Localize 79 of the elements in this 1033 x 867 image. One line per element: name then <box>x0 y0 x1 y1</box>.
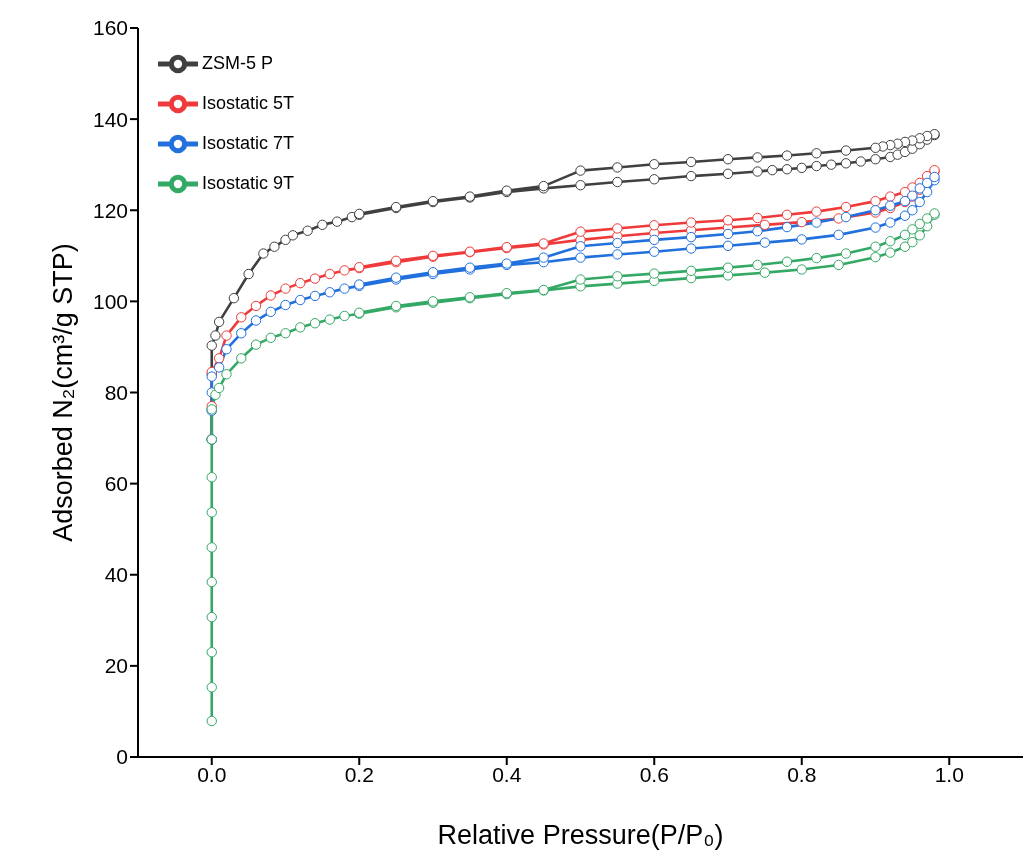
point <box>796 234 807 245</box>
point <box>612 237 623 249</box>
point <box>649 234 660 246</box>
point <box>324 268 335 280</box>
point <box>811 206 822 217</box>
point <box>752 226 763 237</box>
point <box>612 249 623 260</box>
y-axis-title: Adsorbed N₂(cm³/g STP) <box>47 243 78 542</box>
y-tick-label: 40 <box>104 563 128 587</box>
point <box>759 237 771 248</box>
point <box>870 195 881 207</box>
point <box>575 226 586 237</box>
legend-label: Isostatic 5T <box>202 92 295 113</box>
point <box>354 262 365 273</box>
point <box>309 290 321 302</box>
legend-label: Isostatic 7T <box>202 132 295 153</box>
point <box>250 315 262 326</box>
point <box>538 252 549 263</box>
point <box>885 217 896 228</box>
point <box>907 205 918 216</box>
point <box>796 216 807 228</box>
point <box>840 201 852 213</box>
point <box>339 265 350 276</box>
point <box>870 222 881 233</box>
y-tick-label: 80 <box>104 380 128 404</box>
point <box>250 300 262 312</box>
point <box>324 287 335 298</box>
point <box>221 344 232 355</box>
point <box>811 217 822 228</box>
point <box>781 221 793 233</box>
point <box>575 252 586 263</box>
point <box>265 306 276 318</box>
y-tick-label: 20 <box>104 654 128 678</box>
point <box>280 299 291 311</box>
point <box>213 362 225 373</box>
y-tick-label: 100 <box>92 289 128 313</box>
point <box>685 217 697 228</box>
point <box>840 211 852 223</box>
point <box>213 353 225 364</box>
point <box>685 243 697 254</box>
point <box>833 229 844 241</box>
x-tick-label: 1.0 <box>934 762 964 786</box>
x-tick-label: 0.8 <box>787 762 817 786</box>
y-tick-label: 120 <box>92 198 128 222</box>
point <box>759 219 771 231</box>
y-tick-label: 0 <box>116 745 128 769</box>
point <box>265 290 276 301</box>
legend-label: Isostatic 9T <box>202 172 295 193</box>
point <box>899 210 911 221</box>
point <box>914 196 925 208</box>
point <box>295 294 306 306</box>
point <box>781 209 793 221</box>
point <box>309 273 321 284</box>
point <box>236 312 247 323</box>
y-tick-label: 140 <box>92 107 128 131</box>
x-tick-label: 0.2 <box>344 762 374 786</box>
point <box>722 215 734 226</box>
point <box>464 246 476 257</box>
x-tick-label: 0.6 <box>639 762 669 786</box>
point <box>236 328 247 339</box>
point <box>295 277 306 289</box>
point <box>221 330 232 341</box>
point <box>280 283 291 294</box>
y-tick-label: 60 <box>104 472 128 496</box>
y-tick-label: 160 <box>92 16 128 40</box>
point <box>612 223 623 234</box>
point <box>722 240 734 251</box>
point <box>649 246 660 257</box>
point <box>885 191 896 202</box>
x-tick-label: 0.4 <box>492 762 522 786</box>
point <box>575 241 586 252</box>
x-axis-title: Relative Pressure(P/P₀) <box>437 820 724 851</box>
x-tick-label: 0.0 <box>197 762 227 786</box>
point <box>752 212 763 224</box>
point <box>339 283 350 294</box>
point <box>649 220 660 231</box>
legend-label: ZSM-5 P <box>202 52 274 73</box>
point <box>722 228 734 240</box>
point <box>685 231 697 243</box>
